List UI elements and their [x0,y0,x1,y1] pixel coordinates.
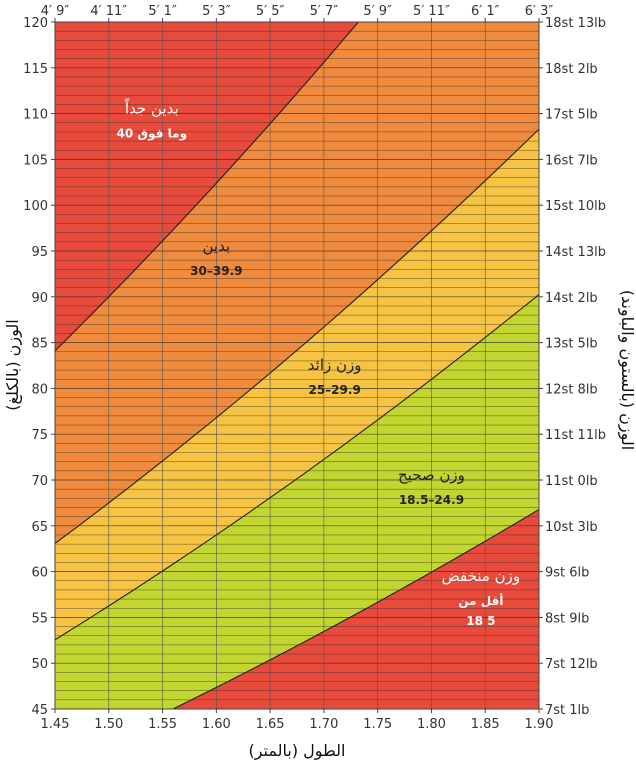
x2-tick-label: 5′ 9″ [363,4,392,19]
x2-tick-label: 5′ 7″ [310,4,339,19]
zone-range-label: أقل من [458,593,503,608]
y2-tick-label: 18st 13lb [545,16,606,31]
zone-name-label: وزن صحيح [398,466,465,484]
y-tick-label: 50 [31,657,48,672]
bmi-boundary-18.5 [171,508,539,709]
x2-tick-label: 5′ 1″ [148,4,177,19]
zone-area-2 [55,129,539,640]
y-tick-label: 100 [23,199,48,214]
x2-tick-label: 4′ 11″ [90,4,127,19]
y-axis-kg-ticks: 45 50 55 60 65 70 75 80 85 90 95 100 105 110 115 120 [23,16,55,718]
zone-range-label: 40 وما فوق [117,127,188,142]
x-tick-label: 1.85 [471,717,500,732]
zone-area-3 [55,22,539,544]
zone-name-label: وزن منخفض [442,567,520,585]
y2-tick-label: 16st 7lb [545,153,598,168]
bmi-boundary-lines [55,22,539,709]
bmi-boundary-40 [55,22,360,352]
bmi-boundary-30 [55,128,539,544]
y-tick-label: 95 [31,245,48,260]
y2-tick-label: 7st 1lb [545,703,589,718]
zone-labels: وزن منخفض أقل من 18 5 وزن صحيح 18.5–24.9 وزن … [117,97,521,627]
x-axis-title: الطول (بالمتر) [248,741,345,761]
zone-name-label: وزن زائد [308,356,362,374]
y2-tick-label: 7st 12lb [545,657,598,672]
y-axis-title: الوزن (بالكلغ) [3,319,23,410]
y2-tick-label: 11st 0lb [545,474,598,489]
y2-tick-label: 8st 9lb [545,611,589,626]
horizontal-gridlines [55,30,539,701]
vertical-gridlines [108,22,486,709]
y2-tick-label: 14st 2lb [545,291,598,306]
plot-frame [54,21,540,710]
zone-name-label: بدين جداً [124,97,178,117]
x2-tick-label: 4′ 9″ [41,4,70,19]
x-tick-label: 1.50 [94,717,123,732]
y-tick-label: 115 [23,62,48,77]
bmi-zones [55,22,539,709]
y-axis-stone-ticks: 7st 1lb 7st 12lb 8st 9lb 9st 6lb 10st 3lb 11s… [539,16,606,718]
x2-tick-label: 5′ 11″ [413,4,450,19]
x-tick-label: 1.80 [417,717,446,732]
x-axis-meter-ticks: 1.45 1.50 1.55 1.60 1.65 1.70 1.75 1.80 1.85 1.90 [41,709,554,732]
y2-tick-label: 13st 5lb [545,337,598,352]
zone-area-4 [55,22,359,351]
y-tick-label: 80 [31,382,48,397]
zone-name-label: بدين [203,237,231,255]
y2-tick-label: 17st 5lb [545,108,598,123]
y2-tick-label: 18st 2lb [545,62,598,77]
x2-tick-label: 5′ 3″ [202,4,231,19]
x-tick-label: 1.65 [256,717,285,732]
y-tick-label: 65 [31,520,48,535]
x-tick-label: 1.75 [363,717,392,732]
y-tick-label: 105 [23,153,48,168]
zone-range-label: 18.5–24.9 [399,493,464,507]
x2-tick-label: 5′ 5″ [256,4,285,19]
y-tick-label: 85 [31,337,48,352]
y2-tick-label: 9st 6lb [545,566,589,581]
y2-tick-label: 15st 10lb [545,199,606,214]
x-tick-label: 1.90 [525,717,554,732]
y2-axis-title: الوزن (بالستون والباوند) [617,290,636,450]
y-tick-label: 60 [31,566,48,581]
y2-tick-label: 14st 13lb [545,245,606,260]
y-tick-label: 55 [31,611,48,626]
y-tick-label: 75 [31,428,48,443]
y-tick-label: 120 [23,16,48,31]
y-tick-label: 90 [31,291,48,306]
x-axis-feet-ticks: 4′ 9″ 4′ 11″ 5′ 1″ 5′ 3″ 5′ 5″ 5′ 7″ 5′ 9″ 5′ 1… [41,4,554,22]
x2-tick-label: 6′ 1″ [471,4,500,19]
y-tick-label: 45 [31,703,48,718]
y2-tick-label: 11st 11lb [545,428,606,443]
x-tick-label: 1.55 [148,717,177,732]
x-tick-label: 1.60 [202,717,231,732]
x-tick-label: 1.70 [309,717,338,732]
zone-range-label: 25–29.9 [308,383,360,397]
y-tick-label: 110 [23,108,48,123]
x2-tick-label: 6′ 3″ [525,4,554,19]
x-tick-label: 1.45 [41,717,70,732]
zone-range-label-2: 18 5 [466,614,495,628]
zone-area-0 [172,509,539,709]
bmi-boundary-25 [55,294,539,641]
y-tick-label: 70 [31,474,48,489]
y2-tick-label: 10st 3lb [545,520,598,535]
y2-tick-label: 12st 8lb [545,382,598,397]
zone-range-label: 30–39.9 [190,264,242,278]
zone-area-1 [55,294,539,709]
